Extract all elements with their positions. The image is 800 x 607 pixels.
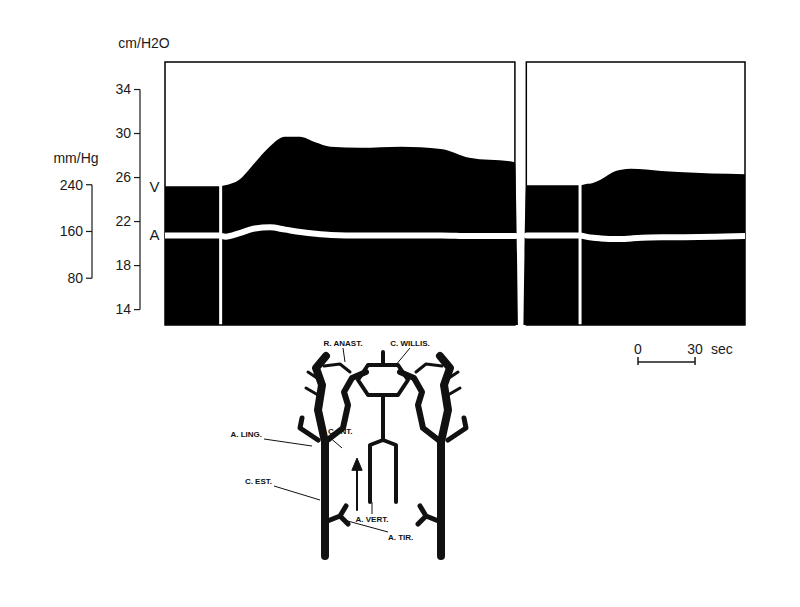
- svg-text:V: V: [149, 178, 159, 195]
- svg-text:A. LING.: A. LING.: [230, 430, 262, 439]
- svg-text:A: A: [149, 226, 159, 243]
- svg-text:80: 80: [67, 270, 83, 286]
- svg-text:30: 30: [687, 341, 703, 357]
- svg-text:C. INT.: C. INT.: [328, 427, 352, 436]
- svg-text:34: 34: [115, 81, 131, 97]
- svg-text:mm/Hg: mm/Hg: [53, 150, 98, 166]
- svg-text:cm/H2O: cm/H2O: [118, 35, 169, 51]
- svg-text:18: 18: [115, 257, 131, 273]
- svg-text:30: 30: [115, 125, 131, 141]
- svg-text:A. VERT.: A. VERT.: [356, 515, 389, 524]
- svg-text:22: 22: [115, 213, 131, 229]
- svg-text:240: 240: [60, 177, 84, 193]
- svg-text:C. WILLIS.: C. WILLIS.: [390, 339, 430, 348]
- svg-text:26: 26: [115, 169, 131, 185]
- svg-text:0: 0: [634, 341, 642, 357]
- svg-text:R. ANAST.: R. ANAST.: [324, 339, 363, 348]
- svg-text:C. EST.: C. EST.: [245, 477, 272, 486]
- svg-text:160: 160: [60, 223, 84, 239]
- svg-text:14: 14: [115, 301, 131, 317]
- svg-text:sec: sec: [711, 341, 733, 357]
- svg-text:A. TIR.: A. TIR.: [388, 533, 413, 542]
